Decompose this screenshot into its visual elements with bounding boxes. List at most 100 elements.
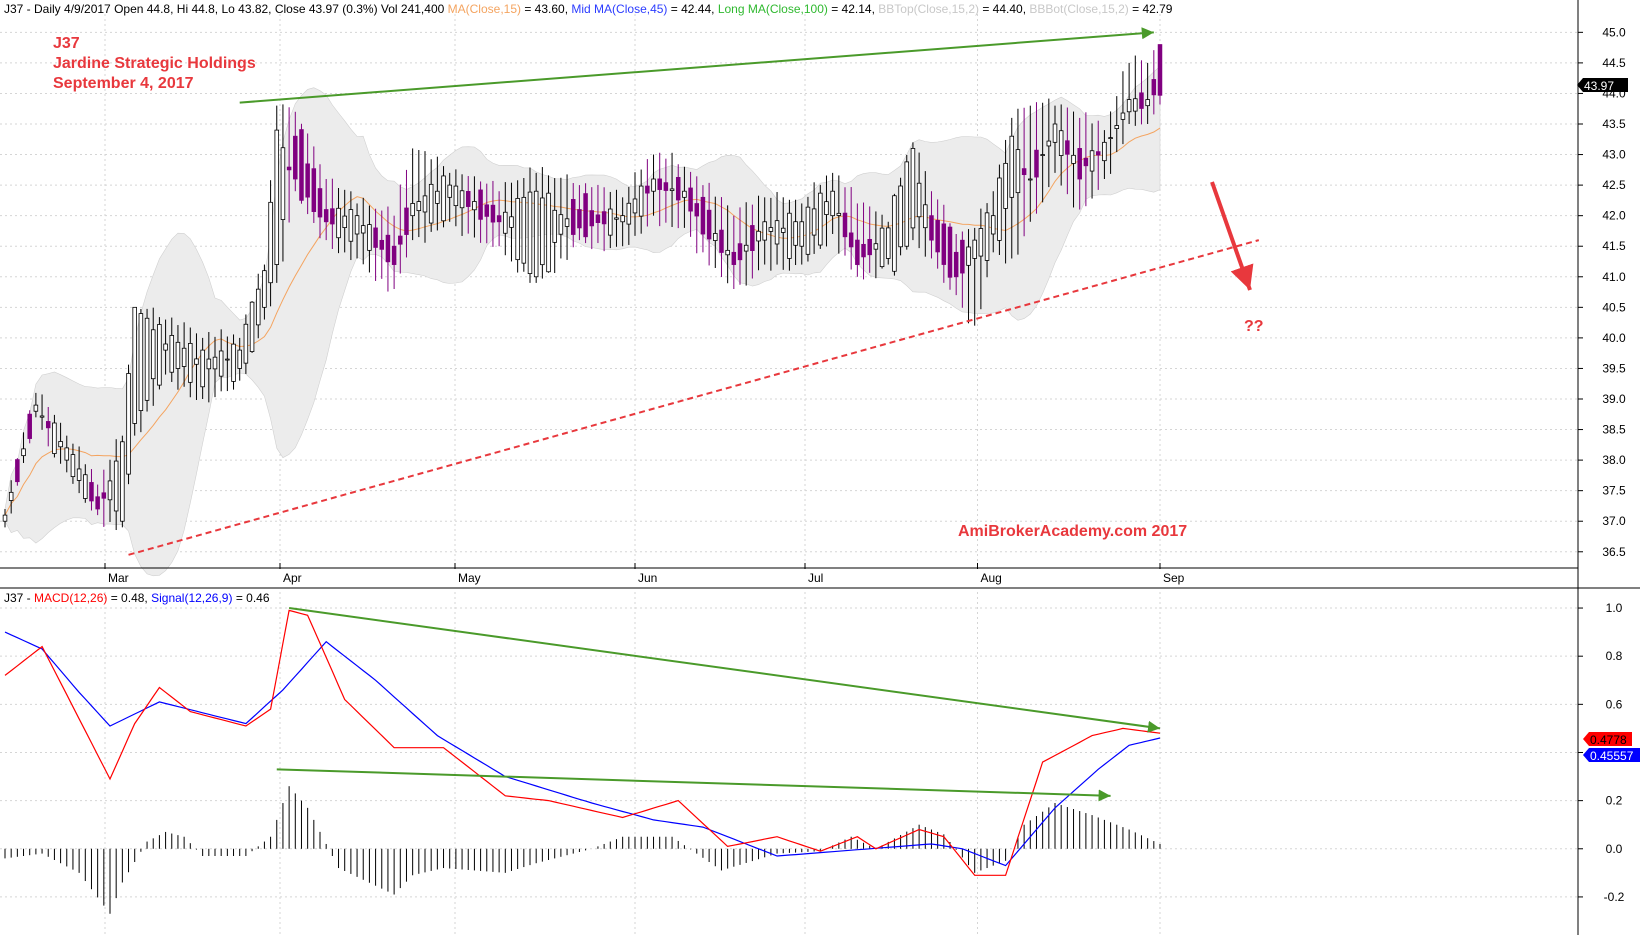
candle-body [873, 243, 879, 250]
candle-body [422, 195, 428, 213]
price-badge: 43.97 [1577, 78, 1628, 93]
candle-body [15, 459, 20, 483]
price-tick-label: 44.5 [1602, 56, 1626, 70]
candle-body [490, 204, 496, 223]
trendlines [128, 27, 1260, 556]
candle-body [768, 227, 774, 232]
candle-body [947, 226, 953, 278]
candle-body [286, 166, 292, 171]
candle-body [614, 217, 619, 220]
candle-body [799, 221, 805, 247]
price-tick-label: 38.0 [1602, 453, 1626, 467]
candle-body [916, 182, 922, 218]
candle-body [793, 221, 798, 246]
candle-body [1034, 149, 1039, 178]
candle-body [515, 198, 520, 261]
candle-body [305, 163, 310, 198]
candle-body [107, 480, 113, 501]
header-long-ma-value: = 42.14, [831, 2, 878, 16]
signal-line [4, 631, 1161, 867]
candle-body [879, 227, 885, 268]
candle-body [663, 182, 669, 191]
candle-body [867, 238, 872, 256]
candle-body [496, 215, 502, 223]
macd-header-prefix: J37 - [4, 591, 34, 605]
candle-body [570, 199, 576, 235]
candle-body [620, 215, 625, 223]
candle-body [552, 209, 557, 243]
candle-body [1120, 112, 1126, 120]
candle-body [311, 168, 317, 212]
candle-body [274, 129, 280, 265]
candle-body [354, 215, 360, 235]
candle-body [200, 349, 205, 388]
price-tick-label: 40.0 [1602, 331, 1626, 345]
candle-body [367, 224, 372, 251]
candle-body [540, 197, 545, 266]
candle-body [787, 212, 792, 259]
header-bbbot-label: BBBot(Close,15,2) [1029, 2, 1128, 16]
candle-body [181, 347, 187, 367]
candle-body [694, 203, 700, 217]
candle-body [348, 209, 354, 242]
candle-body [929, 215, 934, 241]
candle-body [577, 209, 582, 229]
candle-body [435, 190, 440, 204]
candle-body [1102, 141, 1107, 162]
candle-body [225, 358, 230, 361]
candle-body [453, 185, 459, 207]
candle-body [323, 209, 329, 223]
macd-tick-label: 1.0 [1606, 601, 1623, 615]
candle-body [997, 177, 1002, 241]
candle-body [669, 188, 675, 191]
macd-badge: 0.4778 [1583, 732, 1632, 747]
candle-body [1126, 99, 1132, 113]
candle-body [231, 343, 236, 382]
candle-body [966, 246, 971, 266]
month-label: Aug [981, 571, 1002, 585]
price-tick-label: 41.0 [1602, 270, 1626, 284]
candle-body [1003, 162, 1008, 209]
price-panel-header: J37 - Daily 4/9/2017 Open 44.8, Hi 44.8,… [4, 2, 1173, 16]
candle-body [360, 225, 366, 234]
annotation-company: Jardine Strategic Holdings [53, 55, 256, 72]
candle-body [1089, 150, 1095, 172]
candle-body [404, 207, 409, 235]
macd-header-macd-value: = 0.48, [111, 591, 151, 605]
macd-tick-label: -0.2 [1604, 890, 1625, 904]
candle-body [700, 196, 706, 235]
candle-body [120, 441, 125, 522]
candle-body [706, 209, 712, 240]
candle-body [892, 195, 897, 272]
annotation-ticker: J37 [53, 35, 80, 52]
candle-body [935, 220, 940, 253]
candle-body [336, 207, 341, 239]
candle-body [780, 227, 786, 233]
annotation-question: ?? [1244, 318, 1264, 335]
header-bbtop-label: BBTop(Close,15,2) [878, 2, 979, 16]
candle-body [280, 147, 286, 220]
macd-header-macd-label: MACD(12,26) [34, 591, 107, 605]
candle-body [1077, 148, 1082, 180]
down-arrow [1210, 181, 1254, 291]
candle-body [750, 225, 755, 251]
candle-body [70, 454, 76, 478]
macd-header-signal-value: = 0.46 [236, 591, 270, 605]
candle-body [45, 421, 51, 429]
candle-body [861, 243, 866, 258]
price-tick-label: 43.0 [1602, 148, 1626, 162]
header-ma-value: = 43.60, [524, 2, 571, 16]
candle-body [95, 496, 100, 510]
header-ma-label: MA(Close,15) [448, 2, 521, 16]
candle-body [249, 301, 255, 352]
candle-body [533, 190, 539, 278]
macd-panel-header: J37 - MACD(12,26) = 0.48, Signal(12,26,9… [4, 591, 270, 605]
candle-body [268, 201, 273, 284]
watermark: AmiBrokerAcademy.com 2017 [958, 523, 1187, 540]
candle-body [657, 178, 662, 190]
candle-body [157, 324, 162, 386]
candle-body [1071, 154, 1076, 164]
macd-tick-label: 0.8 [1606, 649, 1623, 663]
signal-badge-value: 0.45557 [1590, 749, 1634, 763]
